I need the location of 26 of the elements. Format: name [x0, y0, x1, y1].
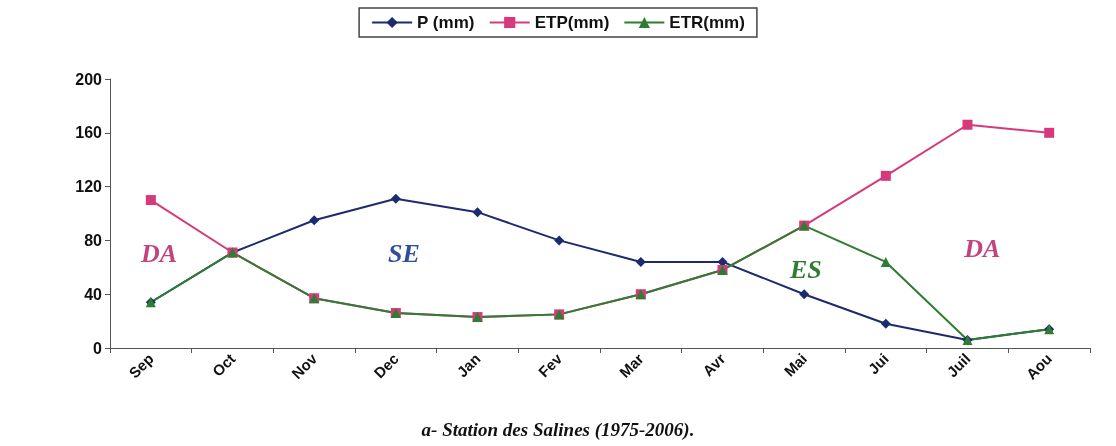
- y-tick-label: 120: [75, 178, 103, 196]
- x-tick-label: Mai: [780, 349, 811, 380]
- x-tick-label: Mar: [615, 349, 647, 381]
- x-tick-label: Dec: [370, 349, 402, 382]
- legend-label: ETP(mm): [534, 13, 610, 32]
- annotation: DA: [139, 239, 178, 269]
- x-tick-label: Fev: [534, 349, 566, 381]
- annotation: DA: [963, 233, 1001, 263]
- x-tick-label: Sep: [125, 349, 157, 382]
- annotation: SE: [388, 239, 420, 269]
- annotation: ES: [788, 255, 822, 285]
- legend-label: ETR(mm): [669, 13, 745, 32]
- x-tick-label: Avr: [699, 349, 729, 380]
- x-tick-label: Juil: [943, 349, 974, 381]
- y-tick-label: 200: [75, 70, 103, 88]
- y-tick-label: 40: [84, 285, 103, 303]
- y-tick-label: 0: [93, 339, 103, 357]
- x-tick-label: Nov: [288, 349, 321, 383]
- y-tick-label: 160: [75, 124, 103, 142]
- x-tick-label: Jan: [453, 349, 484, 381]
- x-tick-label: Aou: [1022, 349, 1056, 383]
- text: a- Station des Salines (1975-2006).: [421, 419, 695, 441]
- x-tick-label: Oct: [208, 349, 239, 380]
- x-tick-label: Jui: [864, 349, 892, 378]
- y-tick-label: 80: [84, 231, 103, 249]
- legend-label: P (mm): [417, 13, 475, 32]
